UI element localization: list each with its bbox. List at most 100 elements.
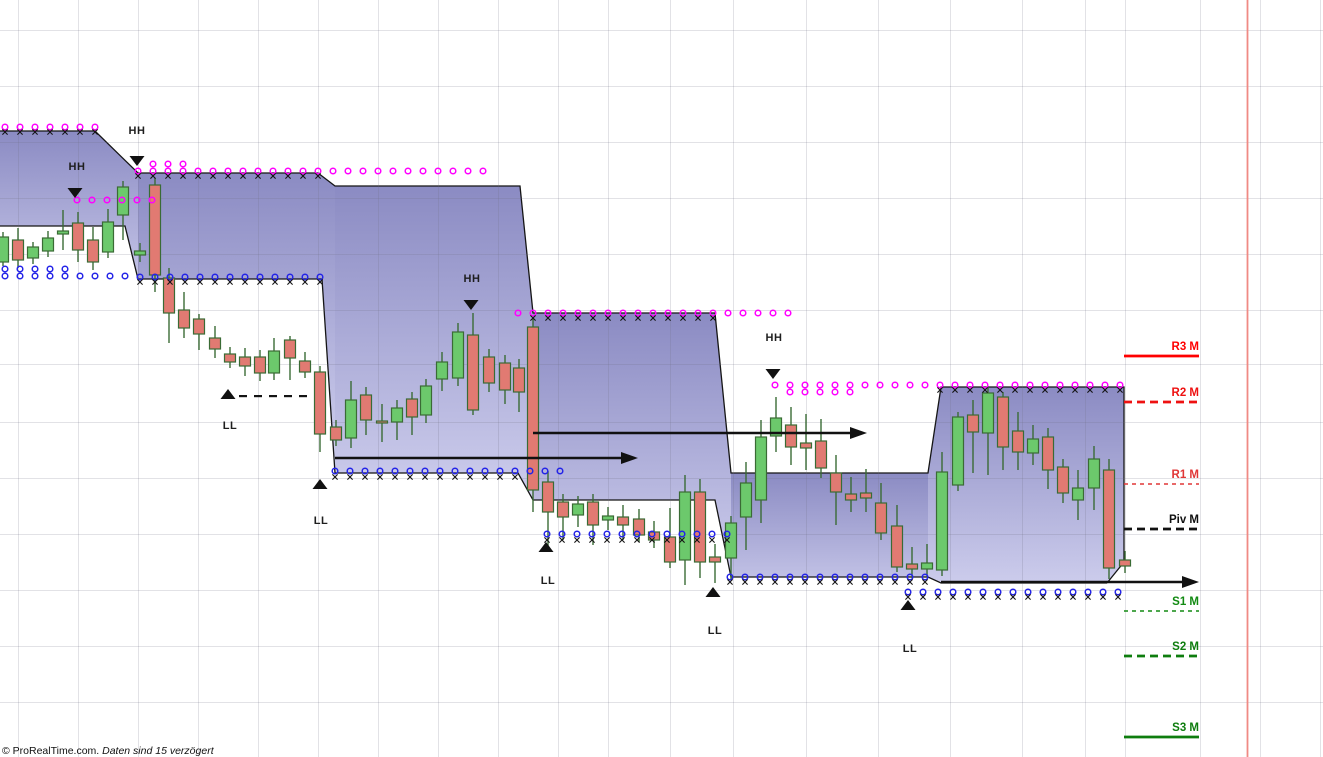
candle <box>784 407 798 465</box>
candle-body <box>451 331 465 379</box>
candle <box>344 381 358 448</box>
x-mark <box>952 387 958 393</box>
candle-body <box>375 420 389 424</box>
candle-body <box>208 337 222 350</box>
candle-body <box>844 493 858 501</box>
pivot-levels: R3 M R2 M R1 M Piv M S1 M S2 M S3 M <box>1124 341 1199 739</box>
candle-body <box>935 471 949 571</box>
pivot-label: Piv M <box>1169 514 1199 526</box>
x-mark <box>452 474 458 480</box>
x-mark <box>1087 387 1093 393</box>
resistance-dot <box>344 167 352 175</box>
x-mark <box>937 387 943 393</box>
candle <box>1026 425 1040 465</box>
x-mark <box>605 315 611 321</box>
candle-body <box>56 230 70 235</box>
candle-body <box>799 442 813 449</box>
x-mark <box>530 315 536 321</box>
candle-body <box>11 239 25 261</box>
resistance-dot <box>299 167 307 175</box>
support-dot <box>633 530 641 538</box>
x-mark <box>742 579 748 585</box>
candle-body <box>996 396 1010 448</box>
support-dot <box>949 588 957 596</box>
candle <box>253 350 267 381</box>
support-dot <box>816 573 824 581</box>
candle-body <box>951 416 965 486</box>
horizontal-arrow <box>533 427 867 439</box>
x-mark <box>317 279 323 285</box>
x-mark <box>575 315 581 321</box>
candle-body <box>148 184 162 276</box>
x-mark <box>892 579 898 585</box>
resistance-dot <box>951 381 959 389</box>
x-mark <box>437 474 443 480</box>
candle <box>41 231 55 257</box>
candle-body <box>890 525 904 568</box>
support-dot <box>603 530 611 538</box>
resistance-dot <box>724 309 732 317</box>
x-mark <box>590 315 596 321</box>
candle <box>329 420 343 446</box>
support-dot <box>436 467 444 475</box>
x-mark <box>649 537 655 543</box>
x-mark <box>862 579 868 585</box>
support-dot <box>211 273 219 281</box>
x-mark <box>255 173 261 179</box>
candle <box>390 400 404 440</box>
candle-body <box>329 426 343 441</box>
support-dot <box>76 272 84 280</box>
candle-body <box>1102 469 1116 569</box>
resistance-dot <box>239 167 247 175</box>
candle <box>313 366 327 452</box>
x-mark <box>300 173 306 179</box>
support-dot <box>906 573 914 581</box>
triangle-down-icon <box>765 369 781 379</box>
candle <box>996 392 1010 470</box>
support-dot <box>741 573 749 581</box>
resistance-dot <box>981 381 989 389</box>
x-mark <box>482 474 488 480</box>
support-dot <box>1024 588 1032 596</box>
resistance-dot <box>389 167 397 175</box>
candle-body <box>526 326 540 491</box>
candle-body <box>133 250 147 256</box>
resistance-dot <box>46 123 54 131</box>
candle-body <box>769 417 783 437</box>
pivot-label: R2 M <box>1172 387 1199 399</box>
resistance-dot <box>164 167 172 175</box>
swing-label: LL <box>903 643 917 655</box>
support-dot <box>541 467 549 475</box>
x-mark <box>997 387 1003 393</box>
copyright-notice: © ProRealTime.com. Daten sind 15 verzöge… <box>2 745 214 757</box>
x-mark <box>315 173 321 179</box>
support-dot <box>271 273 279 281</box>
candle <box>0 232 10 266</box>
support-dot <box>481 467 489 475</box>
candle <box>920 544 934 577</box>
candle-body <box>223 353 237 363</box>
band-edges <box>0 130 1125 584</box>
support-dot <box>693 530 701 538</box>
support-dot <box>786 573 794 581</box>
x-mark <box>135 173 141 179</box>
support-dot <box>31 265 39 273</box>
candle <box>1056 459 1070 503</box>
x-mark <box>950 594 956 600</box>
lower-low-marker: LL <box>705 587 722 637</box>
signal-dots <box>1 123 1124 600</box>
candles <box>0 178 1132 585</box>
x-mark <box>512 474 518 480</box>
lower-low-marker: LL <box>220 389 237 432</box>
triangle-up-icon <box>538 542 554 552</box>
band-lower-edge <box>0 225 1107 584</box>
candle <box>1102 459 1116 579</box>
candle-body <box>435 361 449 380</box>
pivot-label: R3 M <box>1172 341 1199 353</box>
candle <box>101 209 115 258</box>
candle-body <box>267 350 281 374</box>
x-mark <box>210 173 216 179</box>
candle-body <box>571 503 585 516</box>
